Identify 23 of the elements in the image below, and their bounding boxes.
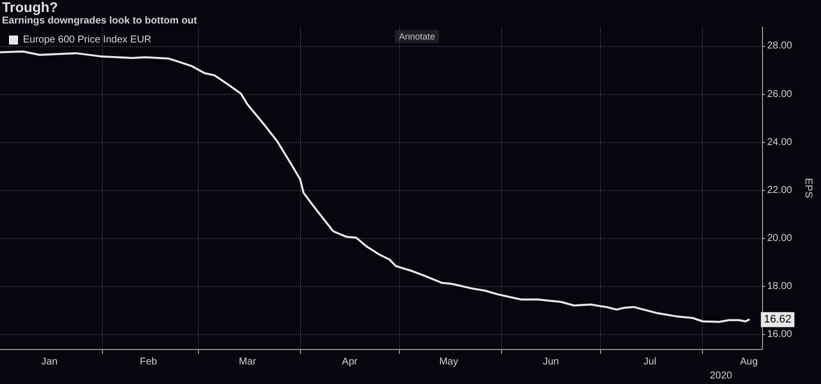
legend-label: Europe 600 Price Index EUR <box>23 34 152 46</box>
x-tick-label: Apr <box>342 356 358 368</box>
y-tick-label: 18.00 <box>767 281 793 292</box>
x-tick-label: Feb <box>140 356 158 368</box>
chart-title: Trough? <box>2 0 58 15</box>
x-tick-label: May <box>439 356 458 368</box>
y-axis-title: EPS <box>802 178 814 198</box>
annotation: Annotate <box>399 32 436 42</box>
x-tick-label: Jan <box>41 356 58 368</box>
y-tick-label: 16.00 <box>767 329 793 340</box>
y-tick-label: 20.00 <box>767 232 793 244</box>
x-axis-title: 2020 <box>710 370 733 382</box>
y-tick-label: 24.00 <box>767 136 793 148</box>
y-tick-label: 28.00 <box>767 40 793 52</box>
y-tick-label: 22.00 <box>767 184 793 196</box>
line-series <box>0 50 750 323</box>
x-tick-label: Aug <box>740 356 758 368</box>
y-tick-label: 26.00 <box>767 88 793 100</box>
chart-subtitle: Earnings downgrades look to bottom out <box>2 16 198 26</box>
x-tick-label: Mar <box>238 356 257 368</box>
data-label: 16.62 <box>764 314 792 326</box>
x-tick-label: Jun <box>542 356 559 368</box>
x-tick-label: Jul <box>644 356 656 368</box>
